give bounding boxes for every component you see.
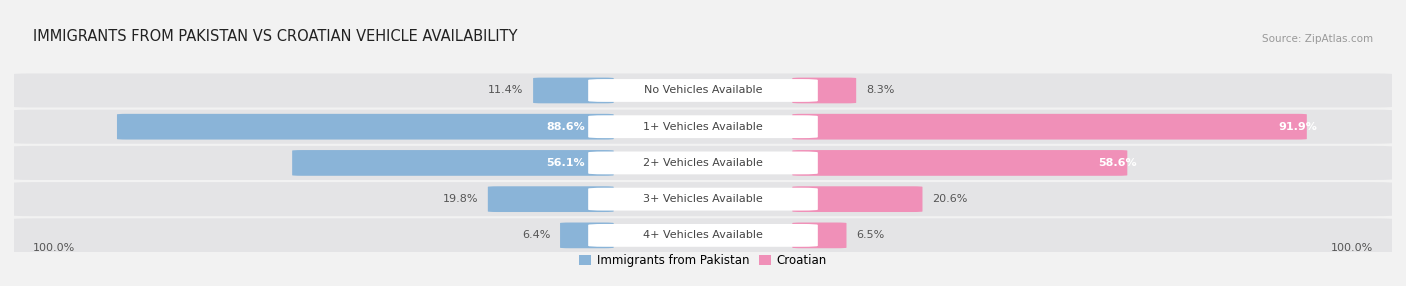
Text: Source: ZipAtlas.com: Source: ZipAtlas.com [1261, 34, 1372, 44]
Text: 100.0%: 100.0% [1330, 243, 1372, 253]
FancyBboxPatch shape [588, 188, 818, 210]
Text: No Vehicles Available: No Vehicles Available [644, 86, 762, 96]
FancyBboxPatch shape [588, 115, 818, 138]
FancyBboxPatch shape [7, 182, 1399, 216]
FancyBboxPatch shape [793, 114, 1306, 140]
FancyBboxPatch shape [588, 152, 818, 174]
Text: 58.6%: 58.6% [1098, 158, 1137, 168]
FancyBboxPatch shape [292, 150, 613, 176]
Text: 8.3%: 8.3% [866, 86, 894, 96]
FancyBboxPatch shape [488, 186, 613, 212]
FancyBboxPatch shape [793, 150, 1128, 176]
Legend: Immigrants from Pakistan, Croatian: Immigrants from Pakistan, Croatian [575, 249, 831, 272]
FancyBboxPatch shape [588, 224, 818, 247]
Text: 100.0%: 100.0% [34, 243, 76, 253]
Text: IMMIGRANTS FROM PAKISTAN VS CROATIAN VEHICLE AVAILABILITY: IMMIGRANTS FROM PAKISTAN VS CROATIAN VEH… [34, 29, 517, 44]
FancyBboxPatch shape [7, 218, 1399, 253]
FancyBboxPatch shape [7, 110, 1399, 144]
Text: 19.8%: 19.8% [443, 194, 478, 204]
Text: 20.6%: 20.6% [932, 194, 967, 204]
FancyBboxPatch shape [793, 78, 856, 103]
Text: 3+ Vehicles Available: 3+ Vehicles Available [643, 194, 763, 204]
FancyBboxPatch shape [793, 223, 846, 248]
Text: 91.9%: 91.9% [1278, 122, 1317, 132]
Text: 6.4%: 6.4% [522, 231, 551, 240]
FancyBboxPatch shape [117, 114, 613, 140]
Text: 2+ Vehicles Available: 2+ Vehicles Available [643, 158, 763, 168]
FancyBboxPatch shape [588, 79, 818, 102]
FancyBboxPatch shape [7, 146, 1399, 180]
Text: 56.1%: 56.1% [547, 158, 585, 168]
Text: 88.6%: 88.6% [547, 122, 585, 132]
Text: 11.4%: 11.4% [488, 86, 523, 96]
FancyBboxPatch shape [793, 186, 922, 212]
Text: 1+ Vehicles Available: 1+ Vehicles Available [643, 122, 763, 132]
FancyBboxPatch shape [7, 74, 1399, 108]
Text: 4+ Vehicles Available: 4+ Vehicles Available [643, 231, 763, 240]
FancyBboxPatch shape [533, 78, 613, 103]
FancyBboxPatch shape [560, 223, 613, 248]
Text: 6.5%: 6.5% [856, 231, 884, 240]
